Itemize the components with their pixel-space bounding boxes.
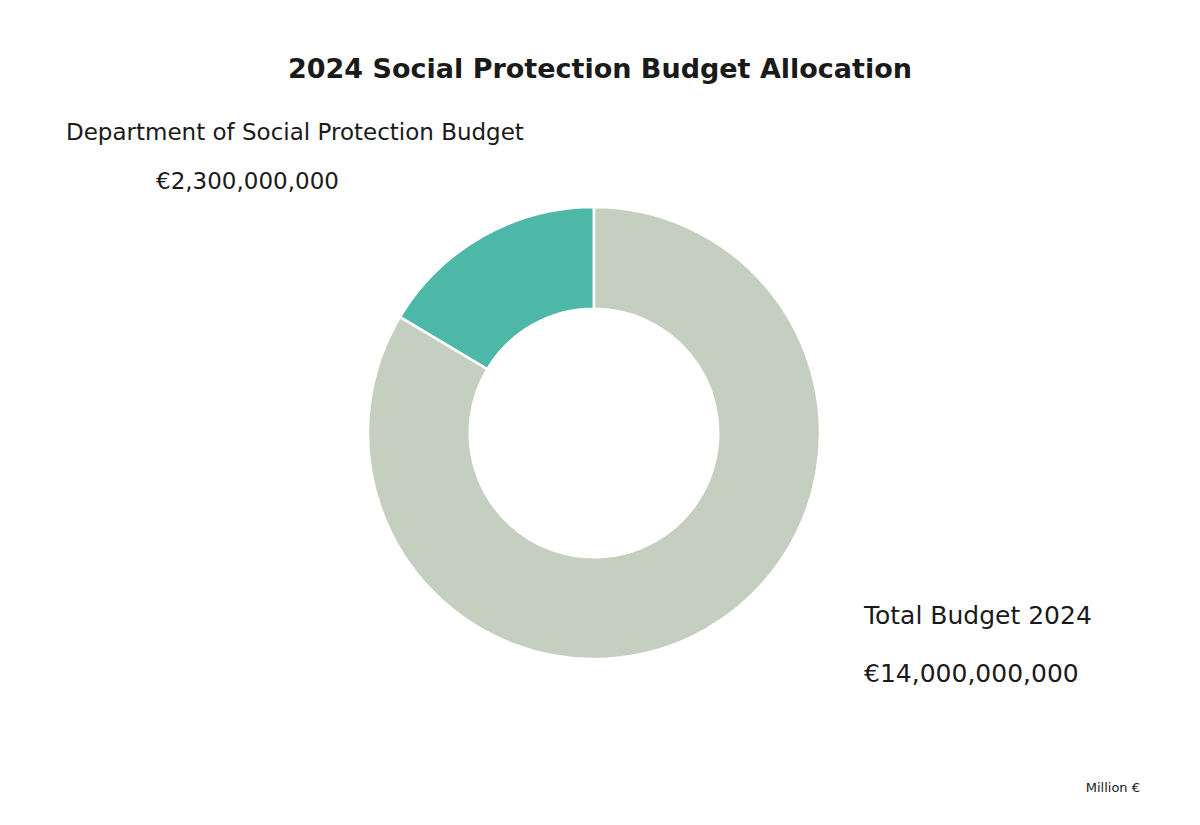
title: 2024 Social Protection Budget Allocation bbox=[288, 53, 912, 84]
dept-label: Department of Social Protection Budget bbox=[66, 119, 524, 145]
total-label: Total Budget 2024 bbox=[863, 601, 1092, 630]
slice bbox=[368, 207, 820, 659]
chart-container: 2024 Social Protection Budget Allocation… bbox=[0, 0, 1200, 825]
chart: 2024 Social Protection Budget Allocation… bbox=[0, 0, 1200, 825]
dept-amount: €2,300,000,000 bbox=[156, 168, 339, 194]
unit-note: Million € bbox=[1086, 780, 1140, 795]
total-amount: €14,000,000,000 bbox=[864, 659, 1079, 688]
slices bbox=[368, 207, 820, 659]
